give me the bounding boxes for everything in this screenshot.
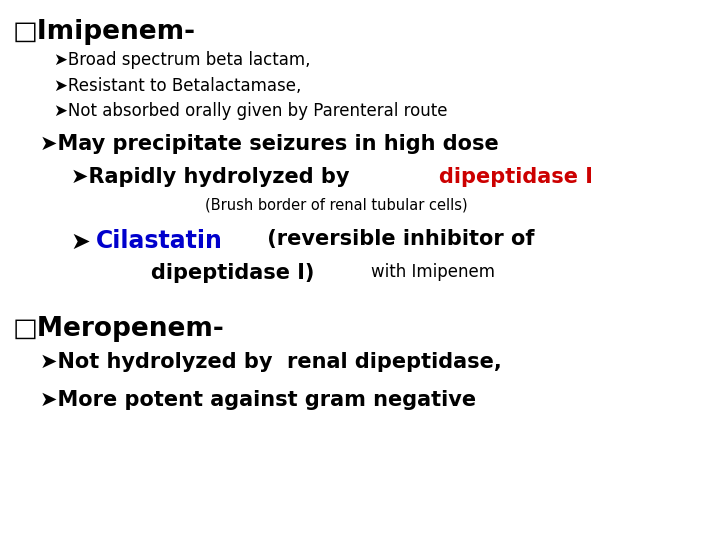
Text: ➤May precipitate seizures in high dose: ➤May precipitate seizures in high dose [40, 134, 498, 154]
Text: dipeptidase I): dipeptidase I) [151, 263, 322, 283]
Text: ➤Not hydrolyzed by  renal dipeptidase,: ➤Not hydrolyzed by renal dipeptidase, [40, 352, 501, 372]
Text: ➤Broad spectrum beta lactam,: ➤Broad spectrum beta lactam, [54, 51, 310, 69]
Text: with Imipenem: with Imipenem [372, 263, 495, 281]
Text: ➤Resistant to Betalactamase,: ➤Resistant to Betalactamase, [54, 77, 302, 94]
Text: (Brush border of renal tubular cells): (Brush border of renal tubular cells) [205, 197, 468, 212]
Text: □Meropenem-: □Meropenem- [13, 316, 225, 342]
Text: dipeptidase I: dipeptidase I [439, 167, 593, 187]
Text: Cilastatin: Cilastatin [96, 230, 223, 253]
Text: (reversible inhibitor of: (reversible inhibitor of [260, 230, 534, 249]
Text: ➤Not absorbed orally given by Parenteral route: ➤Not absorbed orally given by Parenteral… [54, 102, 448, 120]
Text: ➤More potent against gram negative: ➤More potent against gram negative [40, 390, 476, 410]
Text: □Imipenem-: □Imipenem- [13, 19, 196, 45]
Text: ➤: ➤ [71, 230, 90, 253]
Text: ➤Rapidly hydrolyzed by: ➤Rapidly hydrolyzed by [71, 167, 356, 187]
